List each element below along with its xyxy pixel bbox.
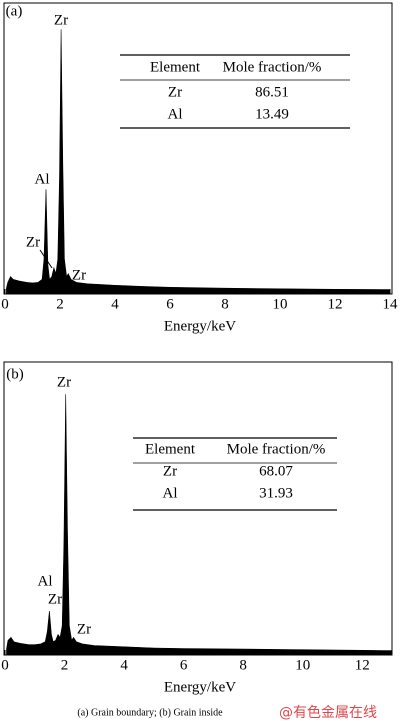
table-header: Mole fraction/% xyxy=(223,59,322,75)
x-tick-label: 0 xyxy=(1,657,9,673)
table-cell: 86.51 xyxy=(255,84,289,100)
x-tick-label: 6 xyxy=(180,657,188,673)
x-axis-label: Energy/keV xyxy=(164,318,236,334)
peak-label: Zr xyxy=(77,621,91,637)
x-tick-label: 2 xyxy=(56,296,64,312)
x-axis-label: Energy/keV xyxy=(164,679,236,695)
table-cell: Zr xyxy=(163,463,177,479)
table-cell: Al xyxy=(163,485,178,501)
peak-label: Zr xyxy=(72,267,86,283)
table-cell: Al xyxy=(168,106,183,122)
x-tick-label: 8 xyxy=(239,657,247,673)
peak-label: Zr xyxy=(48,591,62,607)
peak-label: Al xyxy=(35,171,50,187)
table-cell: 31.93 xyxy=(259,485,293,501)
panel-label: (a) xyxy=(6,3,23,19)
plot-frame xyxy=(3,2,393,295)
peak-label: Zr xyxy=(54,12,68,28)
peak-label: Zr xyxy=(26,234,40,250)
spectrum xyxy=(6,394,393,656)
x-tick-label: 10 xyxy=(295,657,310,673)
x-tick-label: 10 xyxy=(273,296,288,312)
watermark: @有色金属在线 xyxy=(279,704,377,721)
table-cell: 13.49 xyxy=(255,106,289,122)
table-cell: Zr xyxy=(168,84,182,100)
x-tick-label: 12 xyxy=(355,657,370,673)
x-tick-label: 4 xyxy=(120,657,128,673)
table-header: Element xyxy=(150,59,201,75)
plot-frame xyxy=(3,361,393,656)
table-header: Mole fraction/% xyxy=(227,441,326,457)
x-tick-label: 4 xyxy=(111,296,119,312)
panel-label: (b) xyxy=(6,366,24,382)
x-tick-label: 2 xyxy=(61,657,69,673)
peak-label: Zr xyxy=(57,374,71,390)
spectrum xyxy=(6,29,391,295)
x-tick-label: 14 xyxy=(383,296,399,312)
x-tick-label: 0 xyxy=(1,296,9,312)
x-tick-label: 8 xyxy=(221,296,229,312)
leader-line xyxy=(39,249,53,269)
x-tick-label: 6 xyxy=(166,296,174,312)
x-tick-label: 12 xyxy=(328,296,343,312)
peak-label: Al xyxy=(38,573,53,589)
table-cell: 68.07 xyxy=(259,463,293,479)
caption: (a) Grain boundary; (b) Grain inside xyxy=(77,707,223,718)
table-header: Element xyxy=(145,441,196,457)
